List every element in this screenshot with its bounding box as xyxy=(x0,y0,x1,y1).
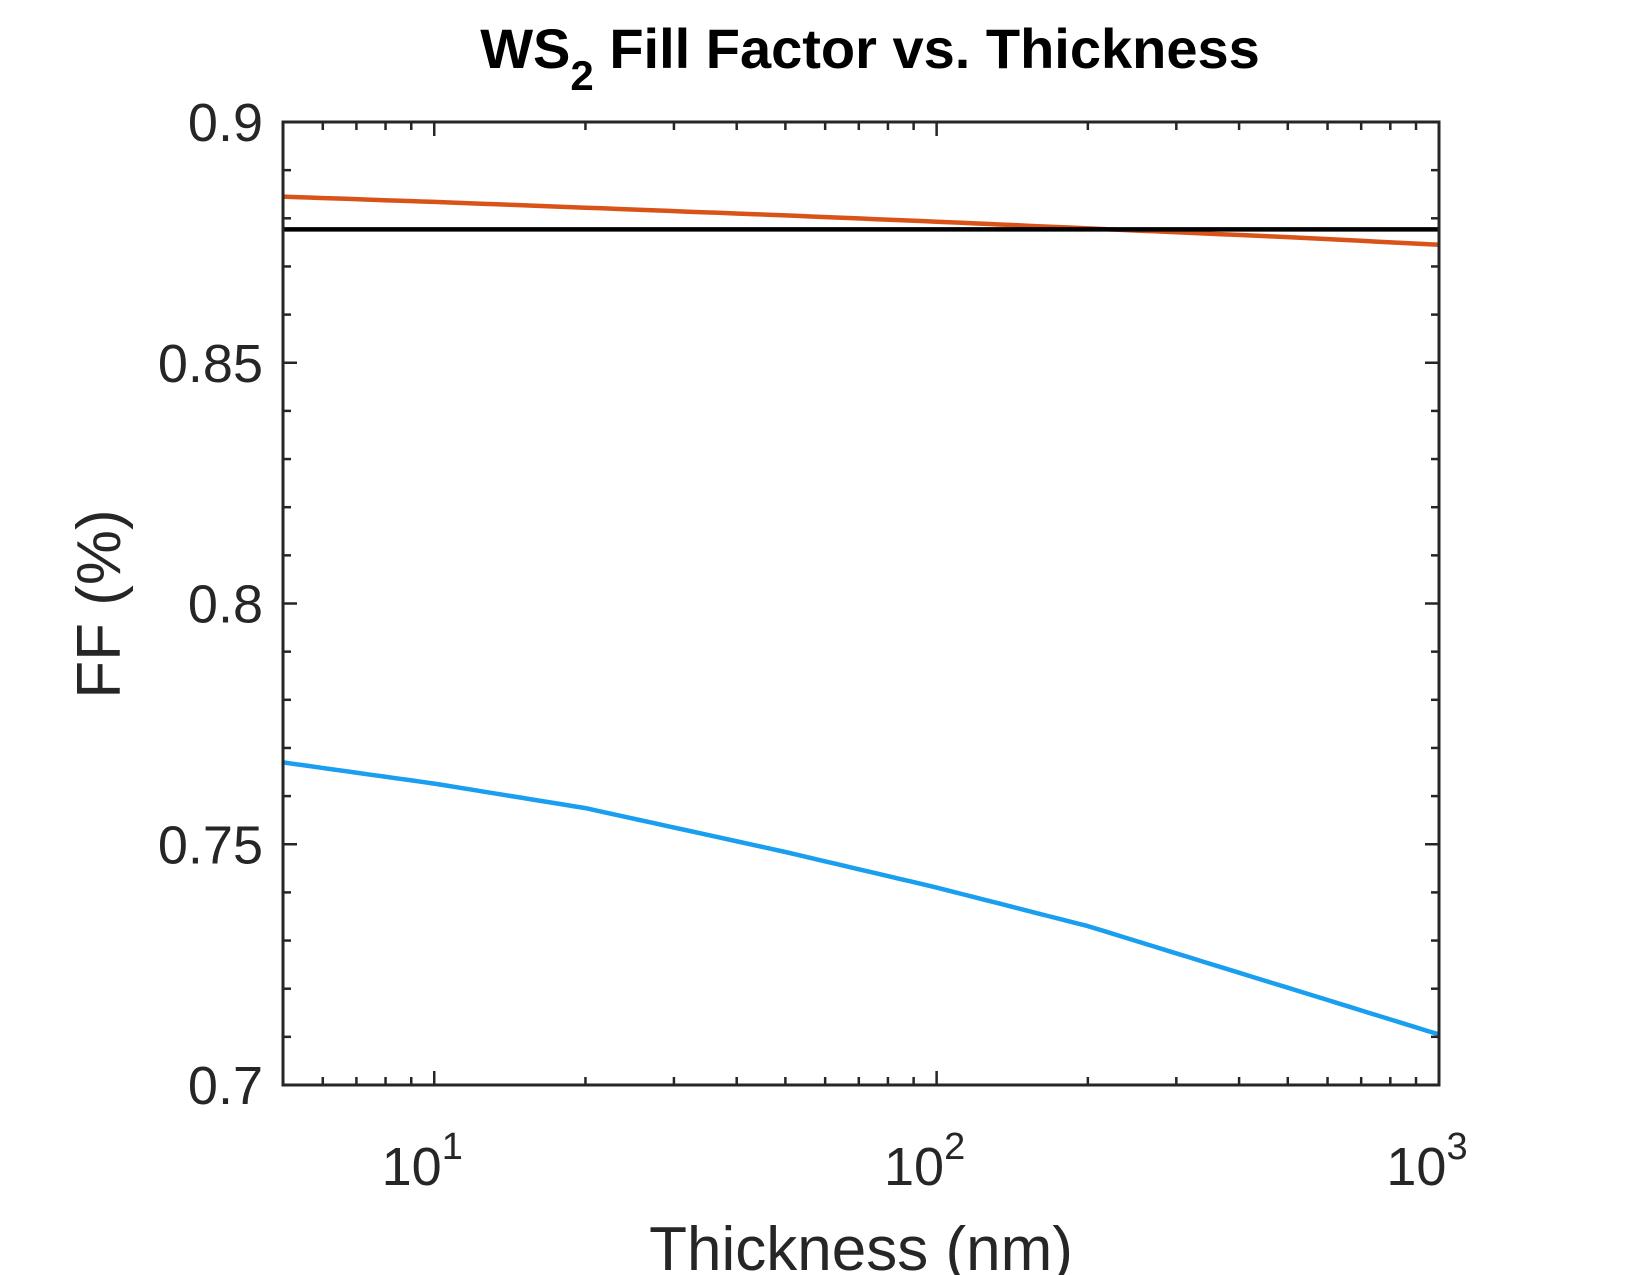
x-tick-label: 103 xyxy=(1386,1126,1467,1197)
y-tick-label: 0.9 xyxy=(188,93,263,153)
series-layer xyxy=(282,194,1440,1037)
x-tick-label: 102 xyxy=(884,1126,965,1197)
series-1-line xyxy=(282,194,1440,248)
chart-title-rest: Fill Factor vs. Thickness xyxy=(594,17,1260,80)
series-3-line xyxy=(282,760,1440,1037)
y-tick-label: 0.7 xyxy=(188,1056,263,1116)
x-tick-labels: 101 102 103 xyxy=(382,1126,1468,1197)
plot-area xyxy=(281,120,1441,1087)
y-tick-label: 0.85 xyxy=(158,334,263,394)
chart-title: WS2 Fill Factor vs. Thickness xyxy=(480,17,1260,99)
chart-title-main: WS xyxy=(480,17,570,80)
y-tick-label: 0.75 xyxy=(158,815,263,875)
x-axis-label: Thickness (nm) xyxy=(649,1215,1073,1275)
chart-title-subscript: 2 xyxy=(570,52,593,99)
y-tick-labels: 0.7 0.75 0.8 0.85 0.9 xyxy=(158,93,263,1116)
y-tick-label: 0.8 xyxy=(188,575,263,635)
x-tick-label: 101 xyxy=(382,1126,463,1197)
axes-box xyxy=(281,120,1441,1087)
y-axis-label: FF (%) xyxy=(65,509,134,698)
